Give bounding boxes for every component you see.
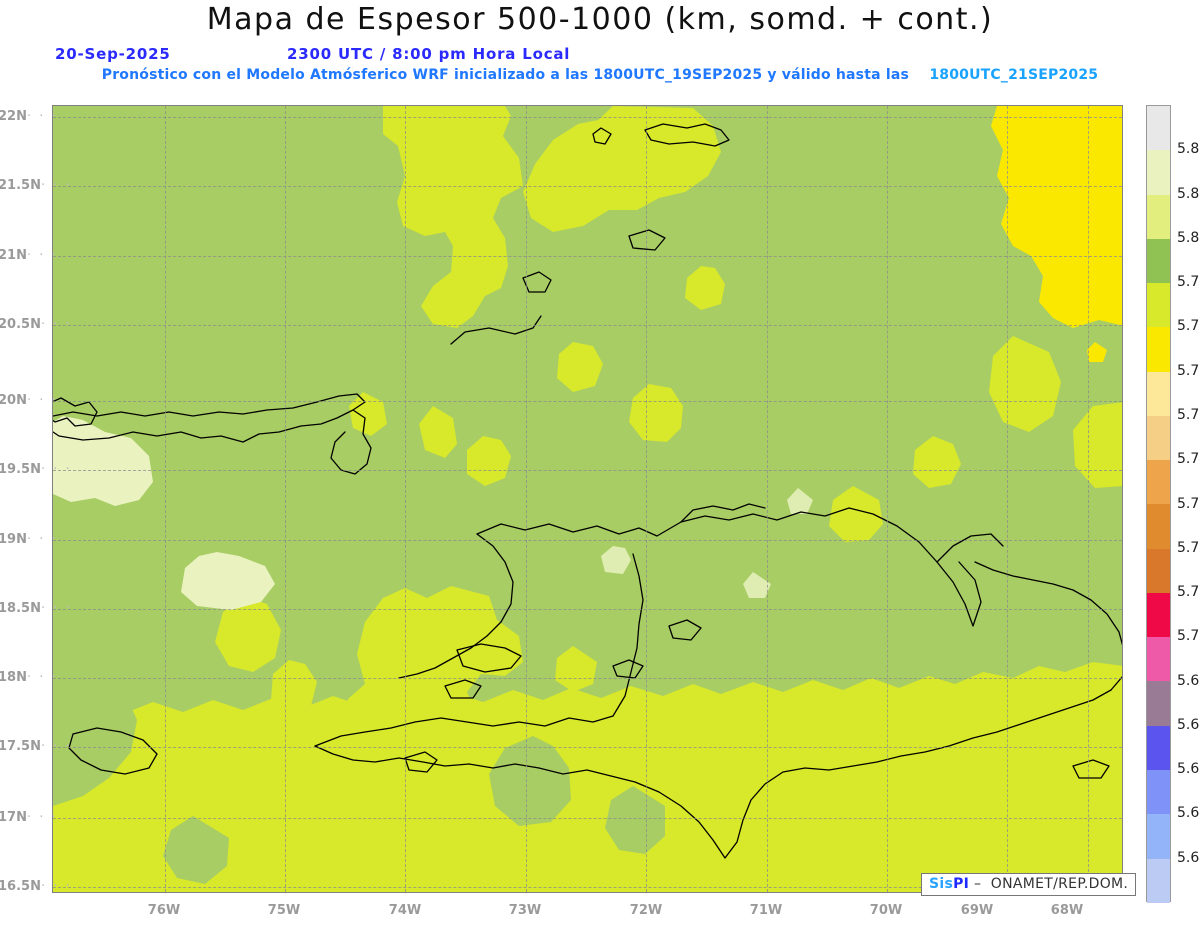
- colorbar-tick-5-736: 5.736: [1177, 495, 1200, 512]
- y-tick-16.5n: 16.5N· · ·: [0, 879, 72, 894]
- thickness-field-map: [53, 106, 1122, 892]
- colorbar-band-13: [1147, 681, 1170, 726]
- brand-prefix: Sis: [929, 876, 954, 892]
- y-tick-19n: 19N· · ·: [0, 532, 58, 547]
- y-tick-22n: 22N· · ·: [0, 109, 58, 124]
- colorbar-tick-5-807: 5.807: [1177, 229, 1200, 246]
- x-tick-69w: 69W: [960, 903, 994, 918]
- x-tick-70w: 70W: [869, 903, 903, 918]
- colorbar-band-4: [1147, 283, 1170, 328]
- colorbar-band-16: [1147, 814, 1170, 859]
- y-tick-17.5n: 17.5N· · ·: [0, 739, 72, 754]
- colorbar-band-14: [1147, 725, 1170, 770]
- colorbar-labels: 5.831 5.819 5.807 5.795 5.783 5.772 5.76 5.748 5…: [1146, 105, 1200, 902]
- y-tick-18n: 18N· · ·: [0, 670, 58, 685]
- x-tick-73w: 73W: [508, 903, 542, 918]
- valid-time-label: 2300 UTC / 8:00 pm Hora Local: [287, 45, 571, 63]
- colorbar-band-8: [1147, 460, 1170, 505]
- colorbar-band-1: [1147, 150, 1170, 195]
- colorbar-tick-5-831: 5.831: [1177, 141, 1200, 158]
- colorbar-tick-5-724: 5.724: [1177, 539, 1200, 556]
- colorbar-tick-5-748: 5.748: [1177, 451, 1200, 468]
- colorbar-tick-5-688: 5.688: [1177, 672, 1200, 689]
- colorbar-tick-5-783: 5.783: [1177, 318, 1200, 335]
- model-description-line: Pronóstico con el Modelo Atmósferico WRF…: [0, 67, 1200, 87]
- colorbar-band-0: [1147, 106, 1170, 151]
- x-tick-76w: 76W: [147, 903, 181, 918]
- colorbar-band-7: [1147, 415, 1170, 461]
- y-tick-21n: 21N· · ·: [0, 248, 58, 263]
- colorbar-band-6: [1147, 371, 1170, 416]
- x-tick-71w: 71W: [749, 903, 783, 918]
- x-tick-75w: 75W: [267, 903, 301, 918]
- colorbar-band-10: [1147, 548, 1170, 593]
- colorbar-tick-5-712: 5.712: [1177, 584, 1200, 601]
- y-tick-20.5n: 20.5N· · ·: [0, 317, 72, 332]
- x-tick-68w: 68W: [1050, 903, 1084, 918]
- colorbar[interactable]: [1146, 105, 1171, 903]
- model-description-part2: 1800UTC_21SEP2025: [929, 67, 1099, 83]
- colorbar-band-17: [1147, 858, 1170, 903]
- colorbar-tick-5-7: 5.7: [1177, 628, 1200, 645]
- brand-suffix: PI: [953, 876, 970, 892]
- y-tick-19.5n: 19.5N· · ·: [0, 462, 72, 477]
- x-tick-72w: 72W: [629, 903, 663, 918]
- colorbar-band-5: [1147, 327, 1170, 372]
- attribution-badge: SisPI – ONAMET/REP.DOM.: [921, 873, 1137, 896]
- y-tick-20n: 20N· · ·: [0, 393, 58, 408]
- colorbar-tick-5-772: 5.772: [1177, 362, 1200, 379]
- colorbar-band-9: [1147, 504, 1170, 549]
- colorbar-band-3: [1147, 238, 1170, 284]
- attribution-organization: ONAMET/REP.DOM.: [990, 876, 1129, 892]
- colorbar-band-2: [1147, 194, 1170, 239]
- colorbar-band-15: [1147, 769, 1170, 815]
- y-tick-18.5n: 18.5N· · ·: [0, 601, 72, 616]
- valid-date-label: 20-Sep-2025: [55, 45, 171, 63]
- colorbar-band-12: [1147, 637, 1170, 682]
- attribution-separator: –: [973, 876, 982, 892]
- colorbar-tick-5-819: 5.819: [1177, 185, 1200, 202]
- map-plot-area[interactable]: [52, 105, 1123, 893]
- y-tick-17n: 17N· · ·: [0, 810, 58, 825]
- model-description-part1: Pronóstico con el Modelo Atmósferico WRF…: [101, 67, 910, 83]
- colorbar-tick-5-676: 5.676: [1177, 716, 1200, 733]
- page-title: Mapa de Espesor 500-1000 (km, somd. + co…: [206, 2, 994, 37]
- chart-header: Mapa de Espesor 500-1000 (km, somd. + co…: [0, 0, 1200, 95]
- subtitle-row: 20-Sep-2025 2300 UTC / 8:00 pm Hora Loca…: [0, 45, 1200, 65]
- colorbar-tick-5-664: 5.664: [1177, 761, 1200, 778]
- colorbar-tick-5-76: 5.76: [1177, 406, 1200, 423]
- colorbar-tick-5-64: 5.64: [1177, 849, 1200, 866]
- x-tick-74w: 74W: [388, 903, 422, 918]
- colorbar-tick-5-652: 5.652: [1177, 805, 1200, 822]
- colorbar-band-11: [1147, 592, 1170, 638]
- y-tick-21.5n: 21.5N· · ·: [0, 178, 72, 193]
- colorbar-tick-5-795: 5.795: [1177, 274, 1200, 291]
